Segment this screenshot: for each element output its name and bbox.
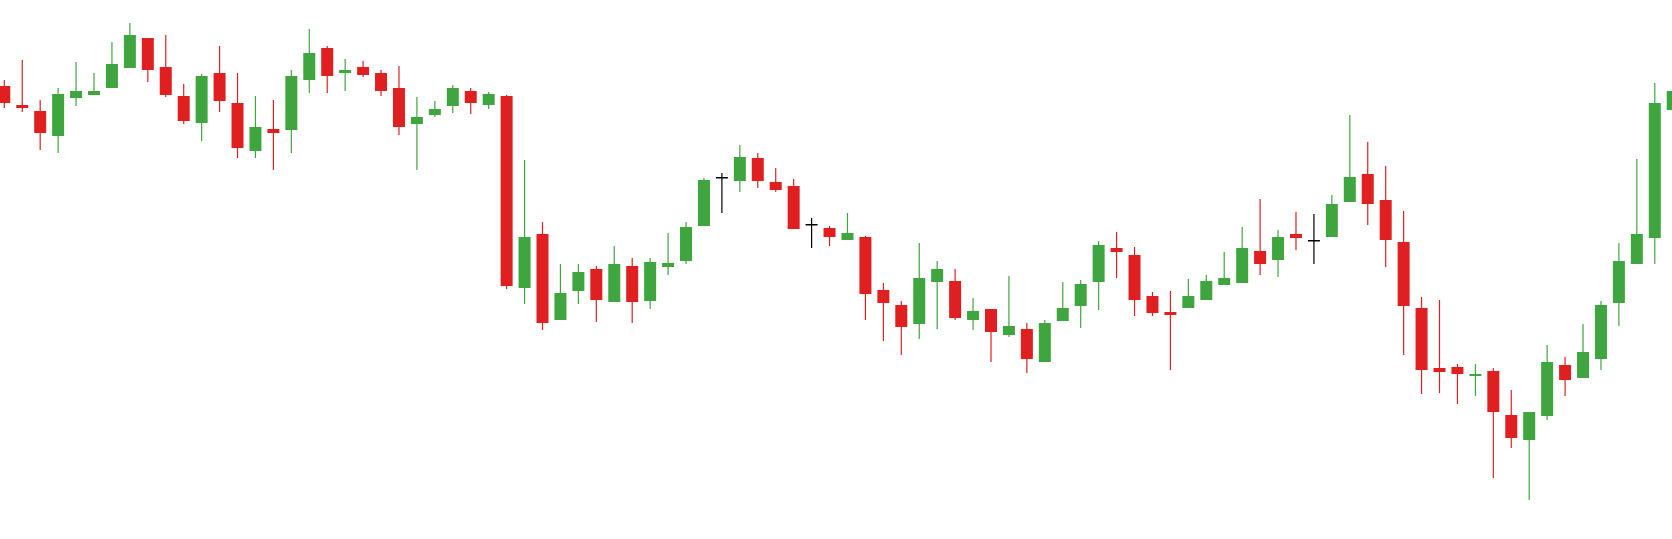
candle-body xyxy=(1289,234,1302,238)
candle-body xyxy=(949,281,962,318)
candle-body xyxy=(572,272,585,291)
candle-body xyxy=(428,109,441,115)
candle-body xyxy=(1272,237,1285,260)
candle-body xyxy=(1433,368,1446,372)
candle-body xyxy=(1002,326,1015,335)
candle-body xyxy=(105,64,118,88)
candle-body xyxy=(1666,91,1672,110)
candle-body xyxy=(805,224,818,226)
candle-body xyxy=(321,48,334,76)
candle-body xyxy=(1038,323,1051,362)
candle-body xyxy=(769,182,782,190)
candle-body xyxy=(34,111,47,133)
candle-body xyxy=(697,180,710,226)
candle-body xyxy=(1379,200,1392,240)
candle-body xyxy=(715,177,728,179)
candle-body xyxy=(1505,415,1518,438)
candle-body xyxy=(1307,240,1320,242)
candle-body xyxy=(1523,412,1536,440)
candle-body xyxy=(1200,281,1213,300)
candle-body xyxy=(195,76,208,123)
candle-body xyxy=(339,70,352,73)
candle-body xyxy=(410,117,423,124)
candle-body xyxy=(733,157,746,181)
candle-body xyxy=(500,96,513,286)
candle-body xyxy=(482,94,495,105)
candle-body xyxy=(518,237,531,288)
candle-body xyxy=(1164,312,1177,315)
candle-body xyxy=(1218,278,1231,285)
candle-body xyxy=(267,129,280,133)
candle-body xyxy=(895,305,908,327)
candle-body xyxy=(1451,367,1464,374)
candle-body xyxy=(536,234,549,323)
candle-body xyxy=(1648,103,1661,238)
candle-body xyxy=(662,263,675,267)
candle-body xyxy=(1254,251,1267,264)
candle-body xyxy=(1092,245,1105,282)
candle-body xyxy=(177,96,190,121)
candle-body xyxy=(52,94,65,136)
candle-body xyxy=(1630,234,1643,264)
candle-body xyxy=(985,309,997,332)
candle-body xyxy=(1559,365,1572,380)
candle-body xyxy=(446,88,459,106)
candle-body xyxy=(88,91,100,95)
candle-body xyxy=(249,127,262,151)
candle-body xyxy=(626,266,639,302)
candle-body xyxy=(1594,305,1607,359)
candle-body xyxy=(1056,308,1069,321)
candle-body xyxy=(590,269,603,300)
candle-body xyxy=(303,53,316,80)
candle-body xyxy=(1469,374,1482,376)
candle-body xyxy=(680,227,693,261)
candle-body xyxy=(357,67,370,75)
candle-body xyxy=(644,262,657,301)
candle-body xyxy=(231,103,244,148)
candle-body xyxy=(1397,242,1410,306)
candle-body xyxy=(1146,296,1159,313)
candle-body xyxy=(1577,352,1590,378)
candle-body xyxy=(123,35,136,68)
candle-body xyxy=(1487,371,1500,412)
candle-body xyxy=(967,311,980,320)
candle-body xyxy=(141,38,154,70)
candle-body xyxy=(608,264,621,302)
candle-body xyxy=(213,73,226,101)
candle-body xyxy=(554,293,567,320)
candle-body xyxy=(464,91,477,103)
candle-body xyxy=(70,91,83,98)
candle-body xyxy=(1361,174,1374,204)
candle-body xyxy=(1325,204,1338,237)
candle-body xyxy=(751,158,764,181)
candle-body xyxy=(375,73,388,91)
candle-body xyxy=(1128,255,1141,300)
candle-body xyxy=(1612,261,1625,303)
candle-body xyxy=(877,290,890,303)
candle-body xyxy=(159,67,172,95)
candle-body xyxy=(823,228,836,237)
candle-body xyxy=(1343,177,1356,202)
candle-body xyxy=(1236,248,1249,283)
candle-body xyxy=(1074,284,1087,306)
candle-body xyxy=(0,86,11,103)
candle-body xyxy=(859,237,872,294)
candle-body xyxy=(392,88,405,127)
candle-body xyxy=(913,278,926,324)
candle-body xyxy=(285,76,298,130)
candle-body xyxy=(1415,308,1428,370)
candle-body xyxy=(1541,362,1554,416)
candle-body xyxy=(1020,329,1033,359)
candle-body xyxy=(1110,248,1123,252)
candle-body xyxy=(787,186,800,229)
candle-body xyxy=(1182,296,1195,308)
candle-body xyxy=(16,105,29,108)
candle-body xyxy=(931,269,944,282)
candle-body xyxy=(841,233,854,240)
